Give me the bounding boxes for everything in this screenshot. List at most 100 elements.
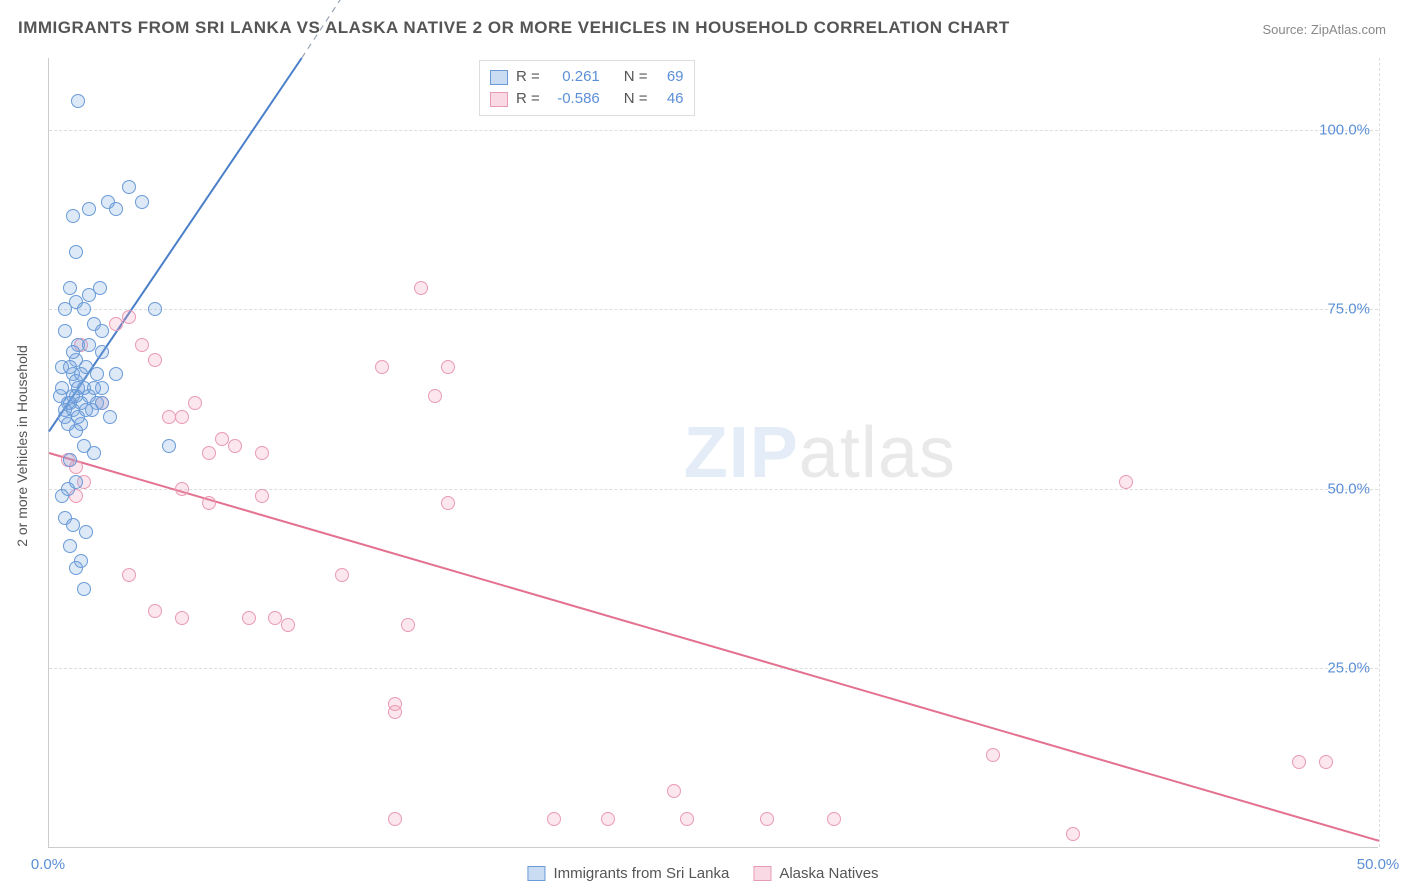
chart-plot-area: ZIPatlas 25.0%50.0%75.0%100.0% R = 0.261… [48,58,1378,848]
scatter-point [414,281,428,295]
swatch-icon [527,866,545,881]
y-axis-label: 2 or more Vehicles in Household [14,345,30,547]
scatter-point [827,812,841,826]
scatter-point [95,345,109,359]
scatter-point [122,310,136,324]
scatter-point [109,317,123,331]
scatter-point [680,812,694,826]
scatter-point [1066,827,1080,841]
legend-item-b: Alaska Natives [753,865,878,882]
n-value-a: 69 [656,66,684,88]
scatter-point [55,489,69,503]
scatter-point [441,496,455,510]
scatter-point [375,360,389,374]
x-tick-label: 50.0% [1357,856,1400,873]
legend-label-a: Immigrants from Sri Lanka [553,865,729,882]
chart-title: IMMIGRANTS FROM SRI LANKA VS ALASKA NATI… [18,18,1010,38]
scatter-point [135,195,149,209]
scatter-point [58,324,72,338]
scatter-point [109,202,123,216]
scatter-point [63,539,77,553]
scatter-point [95,324,109,338]
scatter-point [281,618,295,632]
scatter-point [667,784,681,798]
stats-row-a: R = 0.261 N = 69 [490,66,684,88]
scatter-point [255,446,269,460]
bottom-legend: Immigrants from Sri Lanka Alaska Natives [527,865,878,882]
scatter-point [69,245,83,259]
scatter-point [428,389,442,403]
scatter-points-layer [49,58,1378,847]
scatter-point [1119,475,1133,489]
scatter-point [82,338,96,352]
swatch-icon [753,866,771,881]
r-label: R = [516,88,540,110]
scatter-point [388,705,402,719]
scatter-point [122,568,136,582]
n-value-b: 46 [656,88,684,110]
scatter-point [77,582,91,596]
scatter-point [69,561,83,575]
scatter-point [135,338,149,352]
scatter-point [601,812,615,826]
scatter-point [79,403,93,417]
scatter-point [268,611,282,625]
scatter-point [441,360,455,374]
swatch-icon [490,70,508,85]
scatter-point [58,302,72,316]
n-label: N = [624,88,648,110]
source-credit: Source: ZipAtlas.com [1262,22,1386,37]
scatter-point [148,302,162,316]
scatter-point [228,439,242,453]
r-value-b: -0.586 [548,88,600,110]
scatter-point [55,381,69,395]
legend-label-b: Alaska Natives [779,865,878,882]
scatter-point [79,525,93,539]
scatter-point [66,518,80,532]
scatter-point [162,410,176,424]
r-value-a: 0.261 [548,66,600,88]
stats-row-b: R = -0.586 N = 46 [490,88,684,110]
scatter-point [66,345,80,359]
scatter-point [986,748,1000,762]
scatter-point [1319,755,1333,769]
scatter-point [82,202,96,216]
scatter-point [148,353,162,367]
scatter-point [547,812,561,826]
scatter-point [87,446,101,460]
scatter-point [215,432,229,446]
scatter-point [162,439,176,453]
scatter-point [95,396,109,410]
scatter-point [175,410,189,424]
scatter-point [122,180,136,194]
n-label: N = [624,66,648,88]
scatter-point [760,812,774,826]
scatter-point [175,611,189,625]
swatch-icon [490,92,508,107]
scatter-point [255,489,269,503]
x-tick-label: 0.0% [31,856,65,873]
scatter-point [77,302,91,316]
scatter-point [63,453,77,467]
stats-legend: R = 0.261 N = 69 R = -0.586 N = 46 [479,60,695,116]
scatter-point [74,367,88,381]
scatter-point [202,496,216,510]
scatter-point [1292,755,1306,769]
scatter-point [87,381,101,395]
scatter-point [58,403,72,417]
r-label: R = [516,66,540,88]
scatter-point [103,410,117,424]
scatter-point [63,281,77,295]
scatter-point [66,209,80,223]
scatter-point [188,396,202,410]
scatter-point [202,446,216,460]
scatter-point [93,281,107,295]
scatter-point [109,367,123,381]
scatter-point [148,604,162,618]
scatter-point [335,568,349,582]
legend-item-a: Immigrants from Sri Lanka [527,865,729,882]
scatter-point [242,611,256,625]
scatter-point [388,812,402,826]
scatter-point [71,94,85,108]
scatter-point [401,618,415,632]
